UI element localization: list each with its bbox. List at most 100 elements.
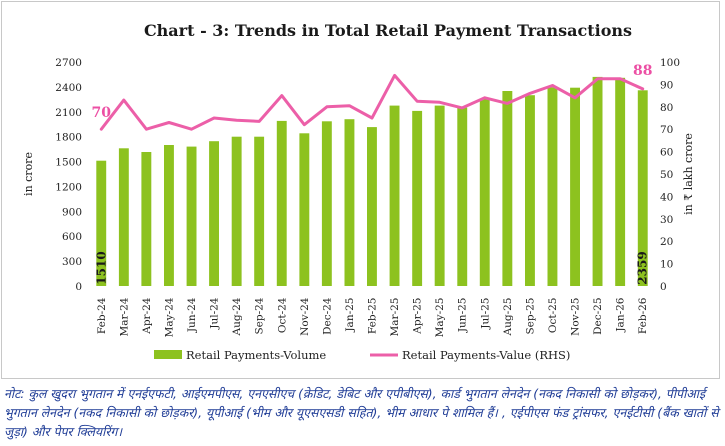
x-tick-label: Feb-24	[96, 297, 108, 334]
bar-dec-25	[592, 76, 603, 287]
bar-mar-25	[389, 105, 400, 286]
bar-sep-25	[525, 95, 535, 286]
line-point-dec-25	[596, 77, 599, 81]
x-tick-label: Sep-24	[254, 297, 266, 334]
y-axis-ticks: 0 300 600 900 1200 1500 1800 2100 2400 2700	[55, 57, 82, 293]
footnote: नोट: कुल खुदरा भुगतान में एनईएफटी, आईएमप…	[4, 386, 719, 439]
legend-label-volume: Retail Payments-Volume	[186, 348, 326, 362]
line-point-feb-26	[641, 87, 644, 91]
legend-label-value: Retail Payments-Value (RHS)	[402, 348, 570, 362]
y2-tick-label: 60	[660, 147, 673, 159]
y2-tick-label: 90	[660, 79, 673, 91]
line-label-last: 88	[633, 63, 652, 79]
x-tick-label: Sep-25	[524, 298, 536, 335]
x-tick-label: Mar-24	[118, 297, 130, 336]
y2-axis-ticks: 0 10 20 30 40 50 60 70 80 90 100	[660, 57, 680, 293]
line-point-feb-24	[100, 128, 103, 131]
line-point-may-25	[438, 101, 441, 104]
bar-jan-26	[615, 77, 626, 286]
line-point-nov-25	[573, 96, 577, 100]
bar-mar-24	[118, 148, 129, 286]
line-point-oct-24	[280, 94, 283, 97]
line-point-dec-24	[325, 105, 329, 109]
x-axis-ticks: Feb-24 Mar-24 Apr-24 May-24 Jun-24 Jul-24 Aug-…	[96, 297, 649, 337]
line-point-sep-24	[258, 120, 261, 123]
x-tick-label: May-25	[434, 298, 446, 338]
y2-tick-label: 10	[660, 259, 673, 271]
x-tick-label: Aug-24	[231, 297, 243, 336]
bar-aug-25	[502, 91, 513, 286]
legend-swatch-volume	[154, 350, 182, 359]
x-tick-label: Nov-25	[570, 298, 582, 336]
bar-nov-25	[570, 87, 580, 286]
chart-svg: Chart - 3: Trends in Total Retail Paymen…	[22, 21, 695, 362]
y2-tick-label: 20	[660, 236, 673, 248]
x-tick-label: Feb-25	[367, 298, 379, 335]
value-line	[99, 73, 645, 131]
bar-jun-24	[186, 146, 197, 286]
line-series	[99, 73, 645, 131]
x-tick-label: Oct-25	[547, 298, 559, 334]
bar-apr-24	[141, 152, 152, 286]
x-tick-label: Apr-24	[141, 297, 153, 335]
bar-jun-25	[457, 107, 468, 286]
line-point-jan-25	[348, 104, 351, 107]
chart-frame: Chart - 3: Trends in Total Retail Paymen…	[1, 1, 720, 379]
line-point-jun-24	[190, 128, 193, 131]
line-point-aug-25	[506, 102, 509, 105]
y2-tick-label: 70	[660, 124, 673, 136]
y2-tick-label: 80	[660, 102, 673, 114]
line-point-jan-26	[619, 77, 622, 81]
bar-may-24	[164, 145, 174, 286]
line-point-mar-25	[393, 74, 396, 77]
x-tick-label: Jun-25	[457, 298, 469, 334]
line-point-apr-25	[415, 100, 419, 103]
x-tick-label: Nov-24	[299, 297, 311, 336]
x-tick-label: Jul-24	[209, 297, 221, 330]
line-point-feb-25	[370, 116, 374, 120]
chart-title: Chart - 3: Trends in Total Retail Paymen…	[144, 21, 632, 40]
bar-may-25	[434, 105, 445, 286]
line-point-mar-24	[122, 98, 126, 102]
y-tick-label: 1800	[55, 132, 82, 144]
bar-aug-24	[231, 136, 242, 286]
y-tick-label: 600	[62, 231, 82, 243]
line-point-may-24	[167, 121, 171, 124]
bar-feb-24	[96, 160, 107, 286]
y-tick-label: 2400	[55, 82, 82, 94]
y-tick-label: 1200	[55, 181, 82, 193]
y-tick-label: 2100	[55, 107, 82, 119]
bar-apr-25	[412, 110, 423, 287]
x-tick-label: Jun-24	[186, 297, 198, 333]
data-labels: 1510 2359 70 88	[92, 63, 653, 285]
bar-nov-24	[299, 133, 310, 286]
bar-dec-24	[321, 121, 332, 286]
bar-sep-24	[254, 136, 265, 286]
bar-label-last: 2359	[636, 251, 650, 284]
x-tick-label: Apr-25	[412, 298, 424, 335]
x-tick-label: Jan-25	[344, 298, 356, 333]
line-point-oct-25	[551, 84, 554, 87]
y2-tick-label: 100	[660, 57, 680, 69]
bar-jul-24	[209, 141, 219, 286]
line-point-jul-24	[212, 116, 216, 120]
y2-axis-title: in ₹ lakh crore	[682, 133, 695, 215]
bar-jan-25	[344, 119, 355, 286]
line-point-apr-24	[145, 128, 148, 131]
x-tick-label: Jan-26	[615, 297, 627, 332]
x-tick-label: Aug-25	[502, 298, 514, 337]
bar-series	[96, 76, 648, 287]
line-point-jun-25	[461, 106, 464, 110]
bar-oct-24	[276, 120, 287, 287]
y-tick-label: 2700	[55, 57, 82, 69]
y2-tick-label: 50	[660, 169, 673, 181]
x-tick-label: Dec-25	[592, 298, 604, 335]
x-tick-label: Feb-26	[637, 297, 649, 334]
line-point-aug-24	[235, 119, 238, 122]
line-point-nov-24	[303, 123, 306, 126]
line-point-sep-25	[528, 92, 532, 95]
bar-label-first: 1510	[94, 251, 108, 284]
line-point-jul-25	[483, 96, 486, 100]
y2-tick-label: 30	[660, 214, 673, 226]
bar-feb-25	[367, 127, 377, 286]
